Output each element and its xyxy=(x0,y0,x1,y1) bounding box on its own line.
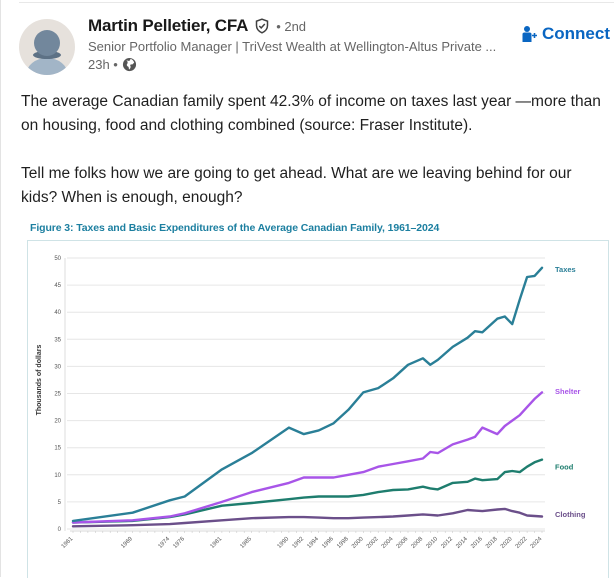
x-tick-label: 1969 xyxy=(120,536,134,550)
x-tick-label: 1974 xyxy=(158,536,172,550)
x-tick-label: 2002 xyxy=(366,536,380,550)
y-tick-label: 30 xyxy=(54,364,61,370)
x-tick-label: 2024 xyxy=(530,536,544,550)
x-tick-label: 2014 xyxy=(455,536,469,550)
legend-label-clothing: Clothing xyxy=(555,510,586,519)
x-tick-label: 1990 xyxy=(277,536,291,550)
series-line-shelter xyxy=(73,392,542,522)
y-axis-label: Thousands of dollars xyxy=(36,345,43,416)
x-tick-label: 2010 xyxy=(426,536,440,550)
x-tick-label: 2006 xyxy=(396,536,410,550)
legend-label-taxes: Taxes xyxy=(555,265,576,274)
y-tick-label: 50 xyxy=(54,256,61,262)
x-tick-label: 1994 xyxy=(306,536,320,550)
y-tick-label: 5 xyxy=(58,500,62,506)
x-tick-label: 2016 xyxy=(470,536,484,550)
y-tick-label: 35 xyxy=(54,337,61,343)
x-tick-label: 2020 xyxy=(500,536,514,550)
series-line-taxes xyxy=(73,268,542,521)
x-tick-label: 2018 xyxy=(485,536,499,550)
x-tick-label: 1996 xyxy=(321,536,335,550)
x-tick-label: 2000 xyxy=(351,536,365,550)
x-tick-label: 1998 xyxy=(336,536,350,550)
x-tick-label: 1961 xyxy=(61,536,75,550)
y-tick-label: 45 xyxy=(54,283,61,289)
x-tick-label: 2008 xyxy=(411,536,425,550)
y-tick-label: 20 xyxy=(54,419,61,425)
y-tick-label: 0 xyxy=(58,527,62,533)
y-tick-label: 25 xyxy=(54,392,61,398)
x-tick-label: 2022 xyxy=(515,536,529,550)
legend-label-food: Food xyxy=(555,463,574,472)
y-tick-label: 15 xyxy=(54,446,61,452)
legend-label-shelter: Shelter xyxy=(555,387,581,396)
x-tick-label: 1985 xyxy=(239,536,253,550)
x-tick-label: 2004 xyxy=(381,536,395,550)
x-tick-label: 1992 xyxy=(292,536,306,550)
series-line-food xyxy=(73,460,542,523)
y-tick-label: 40 xyxy=(54,310,61,316)
x-tick-label: 1976 xyxy=(172,536,186,550)
series-line-clothing xyxy=(73,509,542,526)
x-tick-label: 2012 xyxy=(440,536,454,550)
x-tick-label: 1981 xyxy=(210,536,224,550)
y-tick-label: 10 xyxy=(54,473,61,479)
